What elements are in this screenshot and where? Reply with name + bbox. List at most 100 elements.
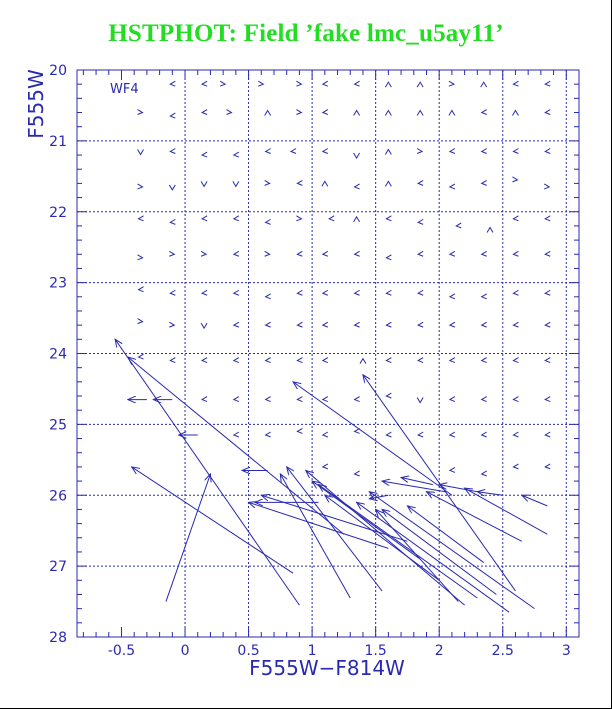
offset-arrow xyxy=(312,481,421,560)
offset-marker xyxy=(480,179,487,186)
offset-marker xyxy=(264,250,271,257)
offset-marker xyxy=(226,109,233,115)
offset-marker xyxy=(448,183,456,190)
x-tick-label: -0.5 xyxy=(108,643,135,659)
offset-marker xyxy=(417,218,424,225)
offset-marker xyxy=(219,80,227,87)
offset-marker xyxy=(512,250,519,257)
offset-marker xyxy=(417,357,424,364)
offset-marker xyxy=(264,293,271,300)
offset-marker xyxy=(448,431,456,438)
page-title: HSTPHOT: Field ’fake lmc_u5ay11’ xyxy=(108,20,504,47)
offset-marker xyxy=(384,81,392,88)
offset-marker xyxy=(169,148,176,154)
offset-marker xyxy=(486,226,494,233)
offset-marker xyxy=(232,396,240,403)
offset-marker xyxy=(137,215,144,222)
offset-marker xyxy=(480,293,487,300)
offset-arrows xyxy=(115,339,548,613)
offset-arrow xyxy=(287,467,383,592)
offset-marker xyxy=(544,148,551,154)
offset-marker xyxy=(137,318,144,325)
offset-marker xyxy=(289,148,297,154)
offset-arrow xyxy=(382,481,446,493)
offset-marker xyxy=(544,250,551,257)
offset-marker xyxy=(137,183,144,190)
offset-marker xyxy=(544,431,551,438)
offset-marker xyxy=(168,184,176,191)
offset-marker xyxy=(169,112,176,119)
offset-marker xyxy=(264,431,271,438)
offset-marker xyxy=(296,357,303,364)
offset-marker xyxy=(385,357,392,364)
offset-arrow xyxy=(128,357,345,535)
offset-arrow xyxy=(261,495,408,542)
offset-marker xyxy=(448,109,456,116)
offset-marker xyxy=(321,180,329,187)
offset-marker xyxy=(328,215,335,222)
offset-marker xyxy=(200,215,208,222)
offset-arrow xyxy=(522,495,548,507)
offset-marker xyxy=(448,80,456,87)
offset-marker xyxy=(480,321,487,328)
offset-marker xyxy=(480,109,487,115)
x-tick-label: 3 xyxy=(562,643,571,659)
offset-marker xyxy=(384,148,392,155)
offset-arrow xyxy=(382,509,497,595)
offset-marker xyxy=(448,293,456,300)
offset-marker xyxy=(417,250,424,257)
offset-marker xyxy=(353,321,360,328)
offset-marker xyxy=(258,80,265,87)
y-tick-label: 27 xyxy=(49,559,67,575)
offset-marker xyxy=(353,109,361,116)
offset-marker xyxy=(544,357,551,364)
offset-marker xyxy=(232,215,240,222)
x-tick-label: 1.5 xyxy=(365,643,387,659)
y-tick-label: 26 xyxy=(49,488,67,504)
offset-marker xyxy=(169,80,176,87)
y-axis-label: F555W xyxy=(24,69,48,139)
offset-marker xyxy=(321,148,329,154)
offset-marker xyxy=(417,289,424,296)
offset-marker xyxy=(321,431,329,438)
offset-marker xyxy=(480,250,487,257)
offset-marker xyxy=(448,357,456,364)
offset-marker xyxy=(169,250,176,257)
offset-arrow xyxy=(293,382,453,496)
offset-marker xyxy=(137,286,144,293)
y-tick-label: 21 xyxy=(49,134,67,150)
offset-marker xyxy=(543,183,551,190)
offset-marker xyxy=(200,109,208,115)
offset-marker xyxy=(512,289,519,296)
offset-marker xyxy=(353,289,360,296)
offset-marker xyxy=(296,428,303,434)
offset-marker xyxy=(416,397,424,404)
offset-marker xyxy=(321,250,329,257)
offset-marker xyxy=(200,396,208,403)
y-tick-label: 23 xyxy=(49,276,67,292)
offset-marker xyxy=(169,321,176,328)
offset-marker xyxy=(169,357,176,364)
x-tick-label: 2 xyxy=(435,643,444,659)
plot-frame xyxy=(76,69,580,638)
offset-marker xyxy=(512,431,519,438)
offset-marker xyxy=(296,396,303,403)
offset-marker xyxy=(296,179,303,186)
offset-marker xyxy=(512,80,519,87)
offset-marker xyxy=(321,109,329,115)
offset-marker xyxy=(200,289,208,296)
offset-marker xyxy=(480,470,487,477)
offset-marker xyxy=(448,250,456,257)
offset-marker xyxy=(232,181,240,188)
offset-marker xyxy=(544,215,551,222)
offset-marker xyxy=(448,396,456,403)
offset-marker xyxy=(264,321,271,328)
offset-marker xyxy=(137,353,144,360)
offset-marker xyxy=(264,148,271,154)
x-tick-label: 0 xyxy=(181,643,190,659)
offset-marker xyxy=(296,289,303,296)
offset-marker xyxy=(385,321,392,328)
x-tick-label: 2.5 xyxy=(492,643,514,659)
offset-marker xyxy=(385,215,392,222)
offset-marker xyxy=(321,396,329,403)
